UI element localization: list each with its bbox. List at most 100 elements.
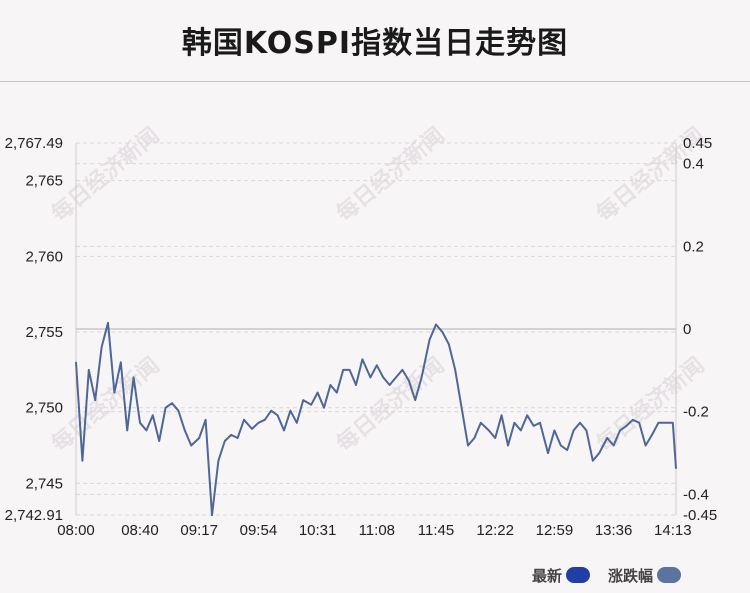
title-divider — [0, 81, 750, 82]
data-point — [145, 429, 148, 432]
legend-item-change[interactable]: 涨跌幅 — [608, 564, 682, 586]
x-tick-label: 11:45 — [418, 522, 454, 539]
data-point — [296, 422, 298, 424]
y-right-tick-label: 0.4 — [683, 156, 704, 173]
series-layer — [75, 321, 677, 517]
data-point — [224, 440, 226, 442]
x-tick-label: 11:08 — [359, 522, 395, 539]
data-point — [316, 391, 319, 394]
y-left-tick-label: 2,767.49 — [5, 135, 63, 152]
data-point — [625, 425, 628, 427]
data-point — [408, 379, 410, 382]
data-point — [251, 428, 253, 430]
data-point — [257, 422, 260, 424]
data-point — [126, 429, 128, 432]
data-point — [606, 437, 608, 439]
data-point — [211, 514, 213, 516]
data-point — [81, 459, 84, 462]
data-point — [657, 422, 660, 424]
legend-label-change: 涨跌幅 — [608, 566, 654, 585]
y-axis-right-ticks: 0.45 0.4 0.2 0 -0.2 -0.4 -0.45 — [683, 135, 717, 524]
y-right-tick-label: -0.2 — [683, 404, 709, 421]
data-point — [88, 369, 90, 371]
data-point — [369, 376, 372, 379]
chart-title: 韩国KOSPI指数当日走势图 — [181, 26, 569, 61]
data-point — [592, 459, 594, 462]
y-left-tick-label: 2,760 — [25, 248, 63, 265]
data-point — [336, 391, 338, 394]
watermark-text: 每日经济新闻 — [332, 122, 450, 227]
data-point — [382, 376, 385, 379]
y-right-tick-label: -0.45 — [683, 507, 717, 524]
y-right-tick-label: 0.2 — [683, 238, 704, 255]
data-point — [120, 361, 122, 364]
data-point — [230, 434, 232, 436]
x-tick-label: 08:00 — [57, 522, 95, 539]
data-point — [395, 376, 397, 379]
data-point — [94, 399, 96, 401]
x-tick-label: 13:36 — [595, 522, 633, 539]
data-point — [100, 346, 103, 348]
data-point — [454, 369, 457, 371]
data-point — [448, 343, 450, 345]
data-point — [323, 406, 325, 409]
data-point — [310, 403, 313, 406]
data-point — [289, 409, 292, 412]
data-point — [329, 384, 332, 386]
data-point — [190, 444, 192, 447]
data-point — [651, 434, 653, 436]
data-point — [644, 444, 647, 447]
x-tick-label: 09:54 — [240, 522, 278, 539]
data-point — [539, 422, 541, 424]
data-point — [494, 437, 497, 439]
data-point — [376, 364, 378, 367]
watermark-text: 每日经济新闻 — [47, 352, 165, 457]
data-point — [572, 429, 575, 432]
data-point — [488, 429, 490, 432]
y-axis-left-ticks: 2,767.49 2,765 2,760 2,755 2,750 2,745 2,742.9… — [5, 135, 63, 524]
data-point — [139, 422, 141, 424]
data-point — [435, 323, 437, 326]
data-point — [513, 422, 516, 424]
legend-label-latest: 最新 — [532, 566, 563, 585]
data-point — [184, 429, 186, 432]
legend-swatch-latest — [566, 567, 591, 583]
data-point — [467, 444, 469, 447]
data-point — [560, 444, 562, 447]
y-left-tick-label: 2,745 — [25, 475, 63, 492]
data-point — [579, 422, 581, 424]
x-tick-label: 10:31 — [299, 522, 337, 539]
x-tick-label: 08:40 — [121, 522, 159, 539]
data-point — [164, 406, 167, 409]
axes — [75, 143, 677, 515]
data-point — [665, 422, 668, 424]
legend-swatch-change — [657, 567, 682, 583]
gridlines — [76, 142, 676, 516]
data-point — [526, 414, 528, 417]
x-tick-label: 09:17 — [180, 522, 218, 539]
data-point — [113, 391, 116, 394]
data-point — [612, 444, 615, 447]
data-point — [420, 376, 423, 379]
data-point — [532, 425, 535, 427]
data-point — [152, 414, 154, 417]
y-left-tick-label: 2,742.91 — [5, 507, 63, 524]
legend-item-latest[interactable]: 最新 — [532, 564, 591, 586]
data-point — [158, 440, 160, 442]
y-left-tick-label: 2,755 — [25, 324, 63, 341]
x-tick-label: 12:59 — [536, 522, 574, 539]
data-point — [283, 429, 285, 432]
data-point — [585, 429, 588, 432]
data-point — [198, 437, 200, 439]
data-point — [460, 406, 463, 409]
data-point — [204, 419, 207, 421]
data-point — [547, 452, 549, 454]
data-point — [75, 361, 77, 364]
data-point — [619, 429, 621, 432]
data-point — [500, 414, 503, 417]
y-left-tick-label: 2,750 — [25, 400, 63, 417]
data-point — [236, 437, 239, 439]
data-point — [473, 437, 476, 439]
x-tick-label: 12:22 — [476, 522, 514, 539]
